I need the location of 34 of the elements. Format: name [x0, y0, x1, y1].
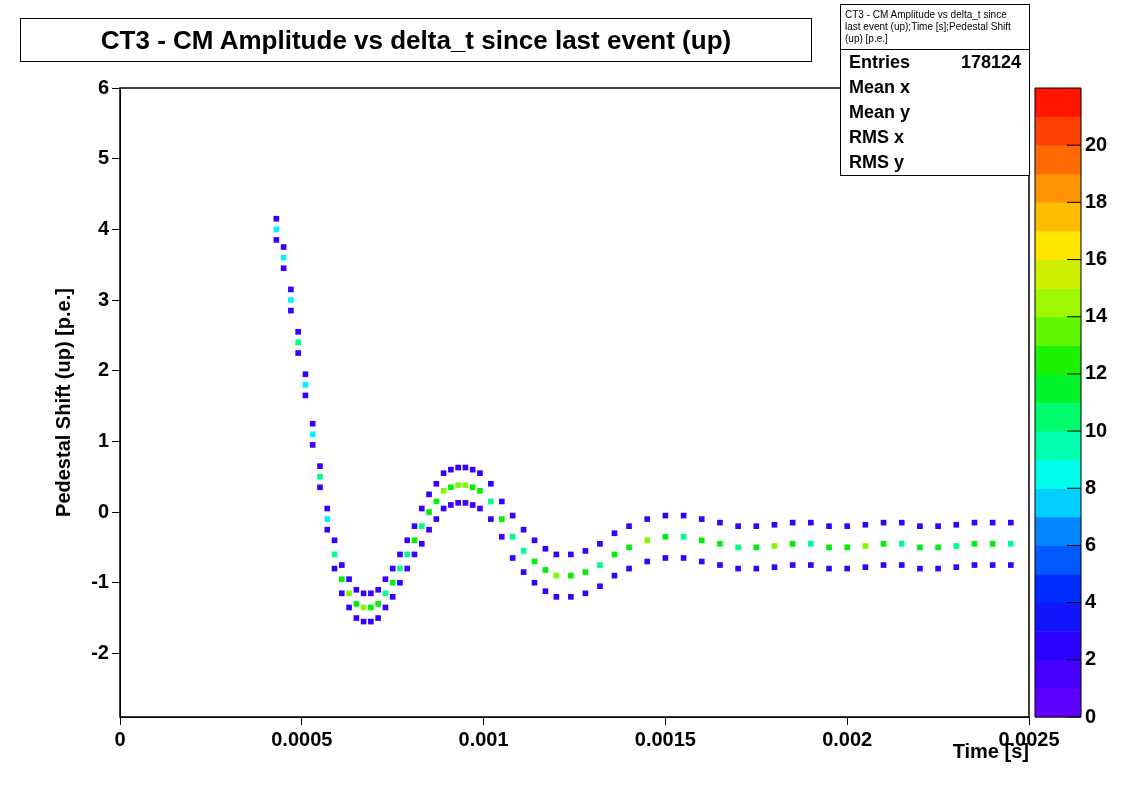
y-tick-label: -2: [91, 640, 109, 663]
x-tick-label: 0: [114, 727, 126, 750]
color-bar-label: 12: [1085, 361, 1108, 384]
y-tick-label: -1: [91, 570, 109, 593]
y-tick-label: 5: [97, 146, 109, 169]
color-bar-label: 4: [1085, 590, 1097, 613]
y-axis-title: Pedestal Shift (up) [p.e.]: [51, 288, 74, 517]
text: Entries: [849, 52, 911, 73]
color-bar-label: 6: [1085, 532, 1097, 555]
y-tick-label: 6: [97, 75, 109, 98]
y-tick-label: 3: [97, 287, 109, 310]
color-bar-label: 10: [1085, 418, 1108, 441]
x-tick-label: 0.0005: [271, 727, 333, 750]
color-bar-label: 16: [1085, 247, 1108, 270]
text: CT3 - CM Amplitude vs delta_t since last event (up);Time [s];Pedestal Shift (up) [p.e.]: [841, 5, 1029, 50]
chart-title: CT3 - CM Amplitude vs delta_t since last event (up): [20, 18, 812, 62]
x-tick-label: 0.0015: [634, 727, 696, 750]
y-tick-label: 4: [97, 216, 110, 239]
color-bar-label: 14: [1085, 304, 1109, 327]
color-bar-label: 18: [1085, 189, 1108, 212]
text: 178124: [960, 52, 1021, 73]
x-tick-label: 0.001: [458, 727, 509, 750]
annotation: RMS y: [849, 152, 905, 173]
color-bar-label: 2: [1085, 647, 1097, 670]
y-tick-label: 1: [97, 428, 109, 451]
annotation: RMS x: [849, 127, 905, 148]
x-tick-label: 0.002: [822, 727, 873, 750]
annotation: Mean x: [849, 77, 911, 98]
color-bar-label: 20: [1085, 132, 1108, 155]
y-tick-label: 0: [97, 499, 109, 522]
annotation: Mean y: [849, 102, 911, 123]
color-bar-label: 0: [1085, 704, 1097, 727]
y-tick-label: 2: [97, 358, 109, 381]
color-bar-label: 8: [1085, 475, 1097, 498]
